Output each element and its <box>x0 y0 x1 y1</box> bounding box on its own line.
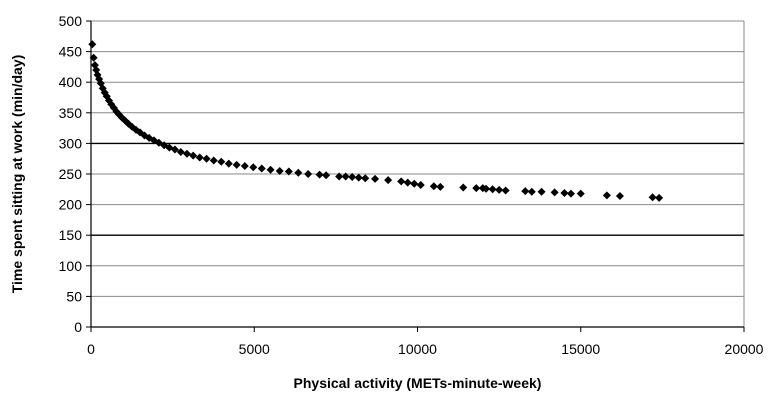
x-tick-label: 10000 <box>398 341 437 357</box>
data-point <box>128 122 137 131</box>
data-point <box>566 189 575 198</box>
data-point <box>240 162 249 171</box>
data-point <box>495 185 504 194</box>
data-point <box>341 172 350 181</box>
data-point <box>576 189 585 198</box>
data-point <box>284 167 293 176</box>
data-point <box>397 177 406 186</box>
y-tick-label: 450 <box>59 44 83 60</box>
x-tick-label: 15000 <box>561 341 600 357</box>
data-point <box>257 164 266 173</box>
data-point <box>501 186 510 195</box>
data-point <box>195 153 204 162</box>
data-point <box>416 181 425 190</box>
y-tick-label: 200 <box>59 197 83 213</box>
data-point <box>202 154 211 163</box>
data-point <box>521 187 530 196</box>
y-tick-label: 150 <box>59 227 83 243</box>
data-point <box>88 40 97 49</box>
data-point <box>648 193 657 202</box>
data-point <box>315 170 324 179</box>
data-point <box>550 188 559 197</box>
data-point <box>384 176 393 185</box>
data-point <box>615 192 624 201</box>
data-point <box>371 174 380 183</box>
data-point <box>482 184 491 193</box>
data-point <box>304 170 313 178</box>
data-point <box>176 147 185 156</box>
data-point <box>602 191 611 200</box>
data-point <box>217 157 226 166</box>
data-point <box>655 193 664 202</box>
data-point <box>429 182 438 191</box>
data-point <box>436 182 445 191</box>
y-tick-label: 0 <box>74 319 82 335</box>
data-point <box>488 185 497 194</box>
data-point <box>294 168 303 177</box>
data-point <box>249 163 258 172</box>
data-point <box>361 174 370 183</box>
y-tick-label: 500 <box>59 13 83 29</box>
data-point <box>209 156 218 165</box>
data-point <box>560 188 569 197</box>
data-point <box>459 183 468 192</box>
y-tick-label: 250 <box>59 166 83 182</box>
data-point <box>348 173 357 182</box>
x-tick-label: 20000 <box>725 341 764 357</box>
data-point <box>335 172 344 181</box>
y-tick-label: 350 <box>59 105 83 121</box>
data-point <box>224 159 233 168</box>
data-point <box>275 166 284 175</box>
y-tick-labels: 0 50 100 150 200 250 300 350 400 450 500 <box>59 13 83 335</box>
data-point <box>189 151 198 160</box>
data-point <box>266 165 275 174</box>
data-point <box>403 178 412 187</box>
y-tick-label: 400 <box>59 74 83 90</box>
x-tick-labels: 0 5000 10000 15000 20000 <box>87 341 764 357</box>
y-tick-label: 100 <box>59 258 83 274</box>
data-point <box>232 160 241 169</box>
data-point <box>537 187 546 196</box>
axes <box>86 20 745 332</box>
y-tick-label: 300 <box>59 135 83 151</box>
x-tick-label: 5000 <box>239 341 270 357</box>
data-point <box>322 171 331 180</box>
data-point <box>170 145 179 154</box>
gridlines <box>91 20 745 327</box>
data-point <box>354 173 363 182</box>
x-tick-label: 0 <box>87 341 95 357</box>
data-point <box>472 184 481 193</box>
y-tick-label: 50 <box>66 288 82 304</box>
data-point <box>89 53 98 62</box>
y-axis-title: Time spent sitting at work (min/day) <box>9 55 25 294</box>
x-axis-title: Physical activity (METs-minute-week) <box>294 375 542 391</box>
data-point <box>410 179 419 188</box>
data-points <box>88 40 664 202</box>
data-point <box>527 187 536 196</box>
data-point <box>182 149 191 158</box>
